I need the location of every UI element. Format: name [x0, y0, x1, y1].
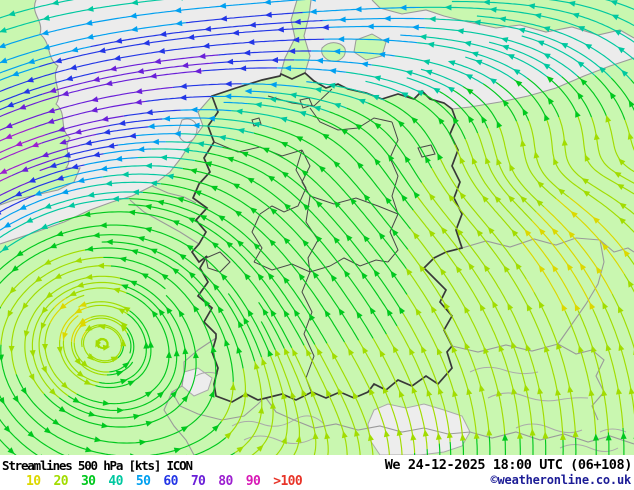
scale-value-80: 80 — [218, 474, 233, 489]
scale-value-20: 20 — [53, 474, 68, 489]
scale-value-30: 30 — [80, 474, 96, 489]
map-datetime: We 24-12-2025 18:00 UTC (06+108) — [384, 457, 633, 473]
streamlines — [0, 0, 634, 455]
scale-value-90: 90 — [245, 474, 261, 489]
speed-scale: 10 20 30 40 50 60 70 80 90 >100 — [26, 474, 315, 489]
scale-value-70: 70 — [190, 474, 206, 489]
scale-value-10: 10 — [26, 474, 41, 489]
scale-value-50: 50 — [135, 474, 151, 489]
streamline-map — [0, 0, 634, 455]
scale-value-60: 60 — [163, 474, 178, 489]
copyright: ©weatheronline.co.uk — [490, 473, 632, 487]
map-title: Streamlines 500 hPa [kts] ICON — [2, 458, 193, 473]
scale-value-40: 40 — [108, 474, 123, 489]
scale-value-gt100: >100 — [273, 474, 303, 489]
